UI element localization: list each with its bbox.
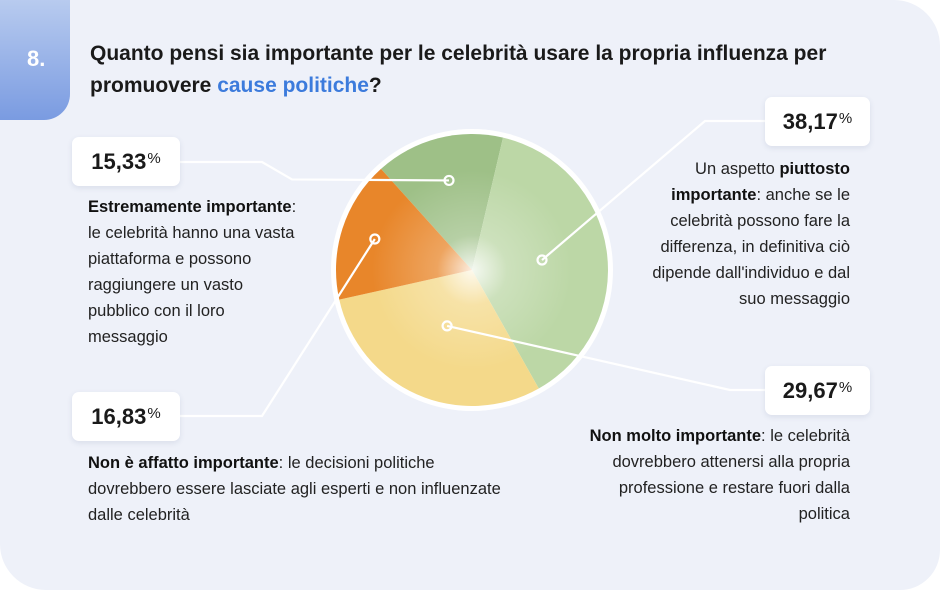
percent-value-non-affatto: 16,83 [91,403,147,429]
description-non-molto: Non molto importante: le celebrità dovre… [588,423,850,527]
description-non-affatto-text: : le decisioni politiche dovrebbero esse… [88,454,501,524]
description-non-affatto-bold: Non è affatto importante [88,454,279,472]
description-piuttosto-bold: piuttosto importante [671,160,850,204]
percent-sign-estremamente: % [147,150,161,167]
leader-non-affatto [180,238,376,418]
description-non-molto-bold: Non molto importante [589,427,762,445]
question-highlight: cause politiche [217,74,369,97]
question-number-badge: 8. [0,0,70,120]
description-non-molto-text: : le celebrità dovrebbero attenersi alla… [612,427,850,523]
pie-center-glow [372,170,572,370]
percent-value-non-molto: 29,67 [782,377,838,403]
leader-estremamente [180,160,449,182]
description-piuttosto: Un aspetto piuttosto importante: anche s… [648,156,850,312]
question-number: 8. [27,46,46,71]
question-text-start: Quanto pensi sia importante per le celeb… [90,42,827,97]
percent-sign-non-affatto: % [147,405,161,422]
question-title: Quanto pensi sia importante per le celeb… [90,38,850,102]
percent-sign-non-molto: % [838,379,853,396]
percent-label-non-molto: 29,67% [765,366,870,415]
percent-label-piuttosto: 38,17% [765,97,870,146]
description-non-affatto: Non è affatto importante: le decisioni p… [88,450,518,528]
leader-non-affatto-anchor [369,233,381,245]
leader-non-molto-anchor [441,320,453,332]
description-estremamente-text: : le celebrità hanno una vasta piattafor… [88,198,297,346]
description-piuttosto-text: : anche se le celebrità possono fare la … [652,186,850,308]
leader-piuttosto-anchor [536,254,548,266]
percent-value-piuttosto: 38,17 [782,108,838,134]
leader-piuttosto [541,119,765,261]
question-text-end: ? [368,74,382,97]
description-estremamente: Estremamente importante: le celebrità ha… [88,194,298,350]
leader-non-molto [446,324,765,392]
percent-sign-piuttosto: % [838,110,853,127]
description-piuttosto-pre: Un aspetto [695,160,780,178]
percent-label-estremamente: 15,33% [72,137,180,186]
leader-estremamente-anchor [443,174,455,187]
description-estremamente-bold: Estremamente importante [88,198,292,216]
percent-value-estremamente: 15,33 [91,148,147,174]
percent-label-non-affatto: 16,83% [72,392,180,441]
